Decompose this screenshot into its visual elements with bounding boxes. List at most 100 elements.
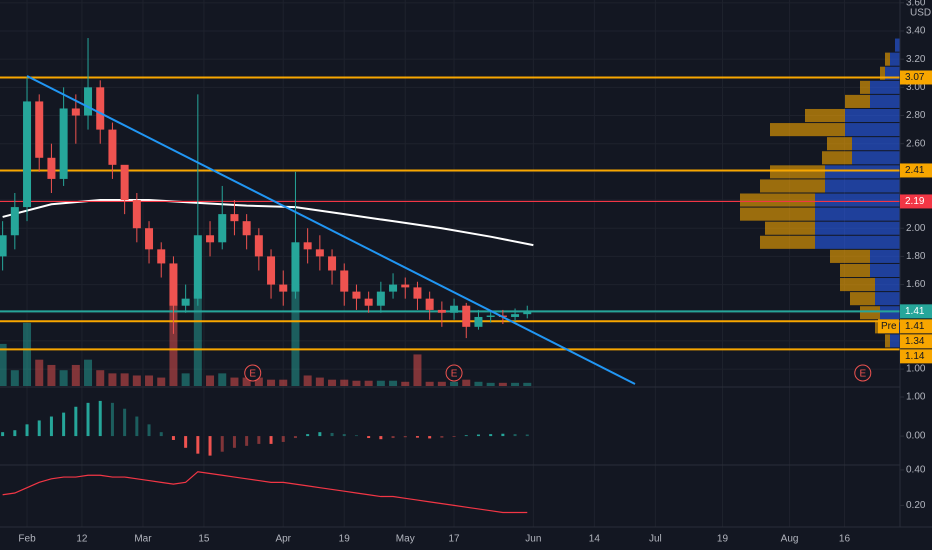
- candle-body: [486, 315, 495, 317]
- candle-body: [328, 256, 337, 271]
- x-tick-label: 19: [339, 534, 351, 545]
- event-marker: [445, 364, 463, 382]
- y-tick-label: 1.00: [906, 392, 926, 403]
- profile-up: [825, 179, 900, 193]
- histogram-bar: [159, 432, 163, 437]
- volume-bar: [169, 301, 178, 386]
- candle-body: [193, 235, 202, 299]
- volume-bar: [303, 375, 312, 386]
- profile-up: [845, 108, 900, 123]
- profile-up: [845, 123, 900, 137]
- price-badge: [900, 304, 932, 319]
- candle-body: [437, 309, 446, 313]
- histogram-bar: [123, 408, 127, 437]
- volume-bar: [10, 370, 19, 386]
- candle-body: [352, 291, 361, 299]
- event-label: E: [859, 369, 866, 380]
- volume-bar: [84, 359, 93, 386]
- profile-down: [827, 137, 852, 151]
- volume-bar: [108, 373, 117, 386]
- x-tick-label: Aug: [781, 534, 799, 545]
- candle-body: [279, 284, 288, 292]
- histogram-bar: [37, 420, 41, 437]
- histogram-bar: [135, 416, 139, 437]
- trend-line: [26, 75, 636, 385]
- histogram-bar: [318, 432, 322, 437]
- candle-body: [376, 291, 385, 306]
- profile-up: [852, 137, 900, 151]
- volume-bar: [157, 377, 166, 386]
- profile-up: [870, 80, 900, 94]
- candle-body: [84, 87, 93, 116]
- candle-body: [315, 249, 324, 257]
- candle-body: [523, 311, 532, 315]
- volume-bar: [181, 373, 190, 386]
- y-tick-label: 2.60: [906, 138, 926, 149]
- candle-body: [59, 108, 68, 179]
- indicator-line: [2, 471, 528, 514]
- histogram-bar: [293, 436, 297, 439]
- histogram-bar: [245, 436, 249, 446]
- volume-bar: [132, 375, 141, 386]
- histogram-bar: [501, 433, 505, 437]
- x-tick-label: Apr: [275, 534, 291, 545]
- y-tick-label: 0.40: [906, 465, 926, 476]
- y-tick-label: 1.80: [906, 251, 926, 262]
- price-badge: [900, 194, 932, 209]
- x-tick-label: Mar: [134, 534, 152, 545]
- volume-bar: [425, 381, 434, 386]
- profile-down: [740, 193, 815, 207]
- candle-body: [0, 235, 7, 257]
- histogram-bar: [184, 436, 188, 448]
- candle-body: [267, 256, 276, 285]
- histogram-bar: [403, 436, 407, 438]
- profile-down: [760, 179, 825, 193]
- x-tick-label: 12: [76, 534, 88, 545]
- candle-body: [389, 284, 398, 292]
- volume-bar: [35, 359, 44, 386]
- candle-body: [291, 242, 300, 292]
- badge-prefix-label: Pre: [881, 321, 897, 332]
- candle-body: [413, 287, 422, 299]
- badge-label: 2.41: [905, 165, 925, 176]
- badge-label: 3.07: [905, 72, 925, 83]
- profile-up: [815, 207, 900, 221]
- volume-bar: [254, 377, 263, 386]
- volume-bar: [352, 380, 361, 386]
- volume-bar: [47, 364, 56, 386]
- candle-body: [206, 235, 215, 243]
- histogram-bar: [342, 434, 346, 437]
- badge-label: 1.14: [905, 351, 925, 362]
- profile-down: [840, 263, 870, 278]
- profile-up: [815, 221, 900, 235]
- x-tick-label: Jul: [649, 534, 662, 545]
- y-tick-label: 0.00: [906, 431, 926, 442]
- candle-body: [474, 316, 483, 327]
- volume-bar: [218, 373, 227, 386]
- volume-bar: [96, 370, 105, 386]
- profile-down: [850, 292, 875, 306]
- histogram-bar: [428, 436, 432, 439]
- badge-label: 2.19: [905, 196, 925, 207]
- candle-body: [181, 298, 190, 306]
- candle-body: [47, 157, 56, 179]
- profile-down: [830, 249, 870, 263]
- profile-down: [880, 66, 885, 80]
- histogram-bar: [171, 436, 175, 440]
- profile-down: [760, 235, 815, 249]
- profile-up: [875, 292, 900, 306]
- volume-bar: [474, 381, 483, 386]
- candle-body: [218, 214, 227, 243]
- volume-bar: [242, 377, 251, 386]
- volume-bar: [376, 380, 385, 386]
- volume-bar: [59, 370, 68, 386]
- volume-bar: [450, 381, 459, 386]
- axis: Feb 12 Mar 15 Apr 19 May 17 Jun 14 Jul 19 Aug 16 3.60 3…: [18, 0, 932, 545]
- histogram-bar: [379, 436, 383, 440]
- candle-body: [511, 314, 520, 317]
- y-tick-label: 3.60: [906, 0, 926, 8]
- y-tick-label: 1.00: [906, 364, 926, 375]
- candle-body: [401, 284, 410, 288]
- volume-bar: [230, 377, 239, 386]
- candle-body: [108, 129, 117, 165]
